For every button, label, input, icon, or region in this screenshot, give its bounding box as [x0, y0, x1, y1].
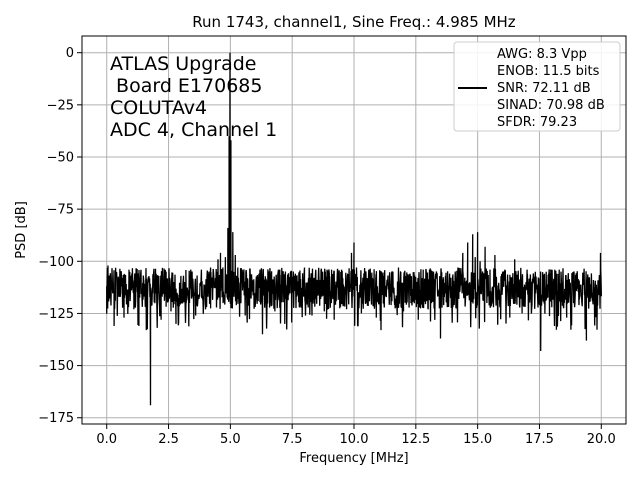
y-tick-label: 0: [66, 46, 74, 61]
annotation-block: ATLAS Upgrade Board E170685 COLUTAv4 ADC…: [110, 53, 277, 141]
x-tick-label: 7.5: [282, 432, 303, 447]
chart-title: Run 1743, channel1, Sine Freq.: 4.985 MH…: [192, 13, 516, 31]
psd-series-line: [106, 52, 602, 406]
y-tick-label: −175: [38, 411, 74, 426]
x-tick-label: 0.0: [96, 432, 117, 447]
annotation-line: ADC 4, Channel 1: [110, 119, 277, 141]
y-tick-label: −100: [38, 255, 74, 270]
series-layer: [106, 52, 602, 406]
legend-entry: SFDR: 79.23: [497, 115, 577, 130]
annotation-line: Board E170685: [110, 75, 262, 97]
legend-entry: AWG: 8.3 Vpp: [497, 47, 587, 62]
y-tick-label: −150: [38, 359, 74, 374]
x-tick-label: 12.5: [401, 432, 430, 447]
tick-layer: 0.0 2.5 5.0 7.5 10.0 12.5 15.0 17.5 20.0 0 −25 −50 −…: [38, 46, 615, 447]
legend: AWG: 8.3 Vpp ENOB: 11.5 bits SNR: 72.11 …: [453, 41, 621, 132]
annotation-line: COLUTAv4: [110, 97, 207, 119]
x-tick-label: 17.5: [525, 432, 554, 447]
x-tick-label: 20.0: [587, 432, 616, 447]
x-tick-label: 10.0: [340, 432, 369, 447]
y-tick-label: −75: [47, 203, 74, 218]
x-tick-label: 15.0: [463, 432, 492, 447]
x-tick-label: 5.0: [220, 432, 241, 447]
legend-entry: ENOB: 11.5 bits: [497, 64, 600, 79]
legend-box: [453, 41, 621, 132]
x-tick-label: 2.5: [158, 432, 179, 447]
y-axis-label: PSD [dB]: [14, 201, 29, 259]
y-tick-label: −50: [47, 150, 74, 165]
legend-entry: SINAD: 70.98 dB: [497, 98, 605, 113]
y-tick-label: −25: [47, 98, 74, 113]
x-axis-label: Frequency [MHz]: [299, 451, 408, 466]
y-tick-label: −125: [38, 307, 74, 322]
legend-entry: SNR: 72.11 dB: [497, 81, 591, 96]
annotation-line: ATLAS Upgrade: [110, 53, 256, 75]
